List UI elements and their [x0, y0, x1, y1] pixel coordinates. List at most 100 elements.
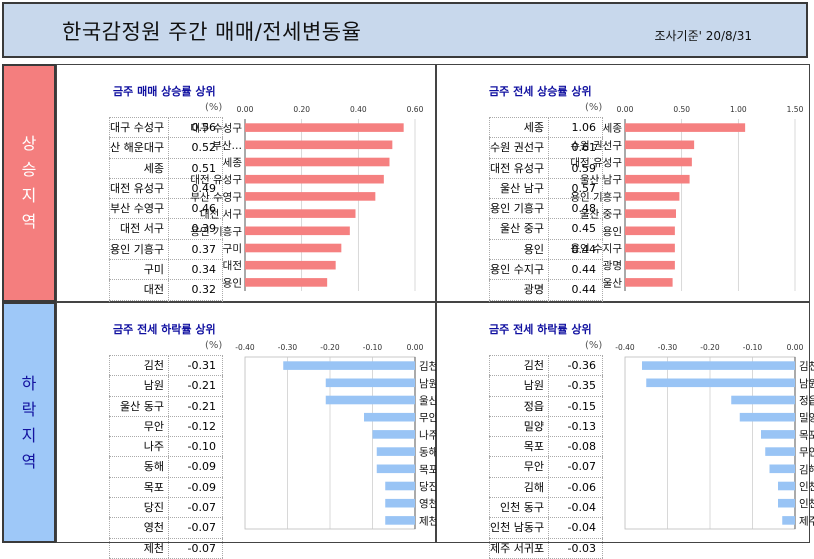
region-name: 산 해운대구: [109, 138, 169, 158]
region-name: 용인 수지구: [489, 260, 549, 280]
region-name: 나주: [109, 437, 169, 457]
bar: [782, 516, 795, 525]
bar: [625, 226, 675, 236]
bar: [385, 516, 415, 525]
region-name: 당진: [109, 498, 169, 518]
page-title: 한국감정원 주간 매매/전세변동율: [62, 20, 362, 44]
tick-label: 0.60: [407, 105, 424, 114]
falling-region-text: 하 락 지 역: [21, 373, 37, 471]
region-name: 인천 동구: [489, 498, 549, 518]
change-rate: -0.07: [169, 538, 223, 558]
category-label: 대전 서구: [200, 209, 242, 221]
category-label: 영천: [419, 498, 438, 510]
table-row: 밀양 -0.13: [489, 416, 603, 438]
bar: [245, 192, 376, 201]
change-rate: 0.39: [169, 219, 223, 239]
category-label: 울산: [603, 277, 623, 289]
category-label: 인천 동구: [799, 481, 814, 493]
category-label: 김해: [799, 463, 814, 476]
category-label: 용인 기흥구: [190, 225, 242, 238]
bar: [625, 157, 692, 167]
table-row: 대전 유성구 0.49: [109, 178, 223, 200]
table-row: 김해 -0.06: [489, 477, 603, 499]
table-row: 용인 수지구 0.44: [489, 260, 603, 281]
region-name: 김해: [489, 477, 549, 498]
category-label: 김천: [419, 361, 438, 373]
table-row: 울산 중구 0.45: [489, 219, 603, 240]
bar: [625, 174, 690, 184]
bar: [245, 174, 384, 184]
bar: [625, 140, 695, 150]
bar: [245, 157, 390, 167]
tick-label: 0.00: [787, 343, 804, 352]
change-rate: -0.15: [549, 396, 603, 416]
bar: [364, 412, 415, 422]
category-label: 울산 중구: [580, 209, 622, 221]
panel-title: 금주 전세 상승률 상위: [489, 85, 592, 98]
table-row: 대전 0.32: [109, 280, 223, 301]
change-rate: -0.08: [549, 437, 603, 457]
change-rate: 0.59: [549, 158, 603, 178]
category-label: 부산…: [212, 140, 242, 152]
table-row: 세종 0.51: [109, 158, 223, 179]
bar: [325, 378, 415, 388]
region-name: 대전: [109, 280, 169, 300]
table-row: 대전 유성구 0.59: [489, 158, 603, 179]
table-row: 용인 기흥구 0.48: [489, 199, 603, 220]
table-row: 무안 -0.12: [109, 416, 223, 438]
table-row: 울산 동구 -0.21: [109, 396, 223, 417]
change-rate: 0.44: [549, 280, 603, 300]
survey-date: 조사기준' 20/8/31: [654, 29, 752, 43]
table-row: 나주 -0.10: [109, 437, 223, 458]
change-rate: -0.31: [169, 356, 223, 376]
tick-label: -0.40: [235, 343, 255, 352]
bar: [372, 430, 415, 439]
region-name: 동해: [109, 457, 169, 477]
table-row: 남원 -0.35: [489, 376, 603, 397]
category-label: 밀양: [799, 412, 814, 424]
table-row: 목포 -0.09: [109, 477, 223, 499]
region-name: 세종: [489, 118, 549, 138]
ranking-table: 세종 1.06 수원 권선구 0.61 대전 유성구 0.59 울산 남구 0.57 용인 기흥…: [489, 117, 603, 321]
region-name: 용인 기흥구: [109, 239, 169, 260]
region-name: 밀양: [489, 416, 549, 437]
panel-title: 금주 전세 하락률 상위: [489, 323, 592, 336]
category-label: 부산 수영구: [190, 191, 242, 203]
region-name: 울산 중구: [489, 219, 549, 239]
table-row: 울산 남구 0.57: [489, 178, 603, 200]
region-name: 목포: [109, 477, 169, 498]
category-label: 수원 권선구: [570, 140, 622, 152]
bar: [625, 209, 676, 218]
bar: [739, 412, 795, 422]
tick-label: 1.00: [730, 105, 747, 114]
category-label: 정읍: [799, 395, 814, 407]
change-rate: -0.36: [549, 356, 603, 376]
bar: [625, 278, 673, 287]
change-rate: -0.12: [169, 416, 223, 437]
change-rate: 0.44: [549, 239, 603, 260]
bar: [625, 192, 680, 201]
change-rate: 0.46: [169, 199, 223, 219]
region-name: 목포: [489, 437, 549, 457]
bar: [385, 481, 415, 491]
bar: [376, 447, 415, 456]
table-row: 제천 -0.07: [109, 538, 223, 559]
tick-label: 0.00: [237, 105, 254, 114]
bar: [245, 209, 356, 218]
change-rate: -0.03: [549, 538, 603, 558]
unit-label: (%): [585, 340, 603, 351]
region-name: 남원: [109, 376, 169, 396]
rising-region-label: 상 승 지 역: [2, 64, 56, 302]
tick-label: -0.10: [743, 343, 763, 352]
change-rate: -0.06: [549, 477, 603, 498]
category-label: 제주 서귀포: [799, 515, 814, 527]
change-rate: -0.35: [549, 376, 603, 396]
bar: [761, 430, 795, 439]
table-row: 김천 -0.36: [489, 355, 603, 377]
panel-lease-fall-right: 금주 전세 하락률 상위 (%) 김천 -0.36 남원 -0.35 정읍 -0.15 밀양 -0…: [436, 302, 814, 559]
region-name: 수원 권선구: [489, 138, 549, 158]
table-row: 김천 -0.31: [109, 355, 223, 377]
panel-sale-rise: 금주 매매 상승률 상위 (%) 대구 수성구 0.56 산 해운대구 0.52 세종 0.5…: [56, 64, 436, 321]
change-rate: 0.51: [169, 158, 223, 178]
